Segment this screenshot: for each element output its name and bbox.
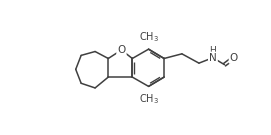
Text: H: H xyxy=(209,46,216,55)
Text: O: O xyxy=(230,53,238,63)
Text: O: O xyxy=(117,45,125,55)
Text: CH$_3$: CH$_3$ xyxy=(138,31,159,44)
Text: N: N xyxy=(209,53,217,63)
Text: CH$_3$: CH$_3$ xyxy=(138,92,159,106)
